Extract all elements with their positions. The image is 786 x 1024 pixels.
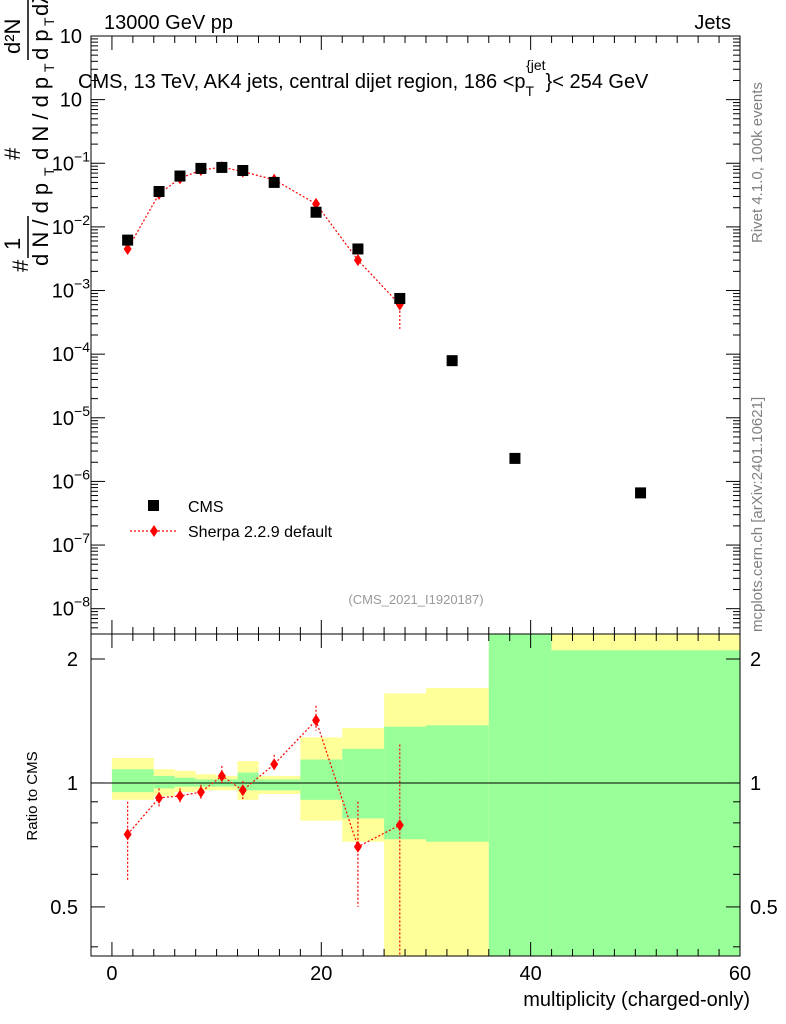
ratio-series-layer <box>123 705 404 956</box>
ratio-point <box>123 828 132 841</box>
main-series-layer <box>122 161 647 499</box>
ratio-point <box>270 758 279 771</box>
ratio-point <box>196 786 205 799</box>
energy-label: 13000 GeV pp <box>104 12 233 34</box>
ratio-y-axis-label: Ratio to CMS <box>24 751 41 840</box>
cms-point <box>446 355 458 367</box>
svg-text:1: 1 <box>0 238 25 250</box>
main-y-tick-label: 10−8 <box>52 594 90 621</box>
main-axis-ticks <box>91 35 741 635</box>
svg-text:dλ: dλ <box>28 0 53 16</box>
category-label: Jets <box>694 12 731 34</box>
ratio-band-green <box>300 759 343 800</box>
main-title: CMS, 13 TeV, AK4 jets, central dijet reg… <box>78 57 649 99</box>
ratio-x-tick-label: 20 <box>310 963 332 985</box>
ratio-axis-ticks <box>91 634 741 956</box>
cms-point <box>509 452 521 464</box>
ratio-point <box>238 784 247 797</box>
sherpa-point <box>123 242 132 255</box>
svg-text:T: T <box>41 167 57 176</box>
ratio-x-tick-label: 40 <box>520 963 542 985</box>
ratio-band-green <box>153 775 175 789</box>
svg-text:d p: d p <box>28 29 53 60</box>
main-y-tick-label: 10−6 <box>52 466 90 493</box>
cms-point <box>635 487 647 499</box>
cms-point <box>153 185 165 197</box>
ratio-band-green <box>551 650 740 956</box>
cms-point <box>394 292 406 304</box>
cms-point <box>195 162 207 174</box>
sherpa-point <box>353 254 362 267</box>
svg-text:T: T <box>41 63 57 72</box>
svg-text:d²N: d²N <box>0 19 25 54</box>
legend: CMS Sherpa 2.2.9 default <box>130 499 333 541</box>
main-y-tick-label: 10−7 <box>52 530 90 557</box>
main-y-tick-label: 10−5 <box>52 403 90 430</box>
ratio-panel-frame <box>90 633 741 957</box>
x-axis-label: multiplicity (charged-only) <box>523 989 750 1011</box>
ratio-point <box>312 714 321 727</box>
ratio-y-tick-label-left: 1 <box>67 773 78 795</box>
ratio-y-tick-label-right: 2 <box>750 649 761 671</box>
rivet-version-label: Rivet 4.1.0, 100k events <box>749 82 766 243</box>
ratio-point <box>175 789 184 802</box>
main-panel-frame <box>90 35 741 635</box>
ratio-y-tick-label-left: 2 <box>67 649 78 671</box>
svg-text:#: # <box>0 147 25 160</box>
cms-point <box>174 170 186 182</box>
ratio-band-green <box>342 748 385 819</box>
cms-point <box>352 243 364 255</box>
ratio-point <box>217 769 226 782</box>
cms-point <box>122 234 134 246</box>
ratio-band-green <box>258 779 301 791</box>
cms-point <box>216 161 228 173</box>
ratio-band-green <box>174 777 196 787</box>
ratio-tick-labels: 0.5 0.51 12 20 20 40 60 <box>50 649 778 985</box>
cms-point <box>268 176 280 188</box>
main-y-tick-label: 10−2 <box>52 212 90 239</box>
cms-point <box>310 206 322 218</box>
main-y-tick-labels: 10 10 10−1 10−2 10−3 10−4 10−5 10−6 10−7 10−8 <box>52 26 90 621</box>
svg-text:d N / d p: d N / d p <box>28 183 53 266</box>
legend-cms-label: CMS <box>188 499 224 516</box>
ratio-x-tick-label: 0 <box>106 963 117 985</box>
main-y-tick-label: 10 <box>60 26 82 48</box>
sherpa-line <box>127 166 401 306</box>
main-y-tick-label: 10−1 <box>52 148 90 175</box>
legend-sherpa-marker <box>150 525 158 537</box>
ratio-point <box>395 819 404 832</box>
main-y-tick-label: 10−4 <box>52 339 90 366</box>
ratio-band-green <box>425 725 489 842</box>
svg-text:d N / d p: d N / d p <box>28 77 53 160</box>
ratio-x-tick-label: 60 <box>729 963 751 985</box>
source-label: mcplots.cern.ch [arXiv:2401.10621] <box>749 397 766 632</box>
main-y-axis-label: # 1 d N / d p T # d N / d p T d²N d p T … <box>0 0 57 272</box>
ratio-band-green <box>111 769 154 793</box>
legend-sherpa-label: Sherpa 2.2.9 default <box>188 524 333 541</box>
ratio-y-tick-label-right: 1 <box>750 773 761 795</box>
ratio-point <box>155 791 164 804</box>
ratio-uncertainty-bands <box>111 634 740 956</box>
svg-text:#: # <box>8 259 33 272</box>
legend-cms-marker <box>148 500 159 511</box>
main-y-tick-label: 10−3 <box>52 276 90 303</box>
ratio-y-tick-label-left: 0.5 <box>50 897 78 919</box>
svg-text:T: T <box>41 17 57 26</box>
main-y-tick-label: 10 <box>60 90 82 112</box>
ratio-point <box>353 840 362 853</box>
cms-point <box>237 164 249 176</box>
ratio-y-tick-label-right: 0.5 <box>750 897 778 919</box>
ratio-band-green <box>488 634 552 956</box>
analysis-id: (CMS_2021_I1920187) <box>348 592 483 607</box>
ratio-line <box>127 719 401 848</box>
